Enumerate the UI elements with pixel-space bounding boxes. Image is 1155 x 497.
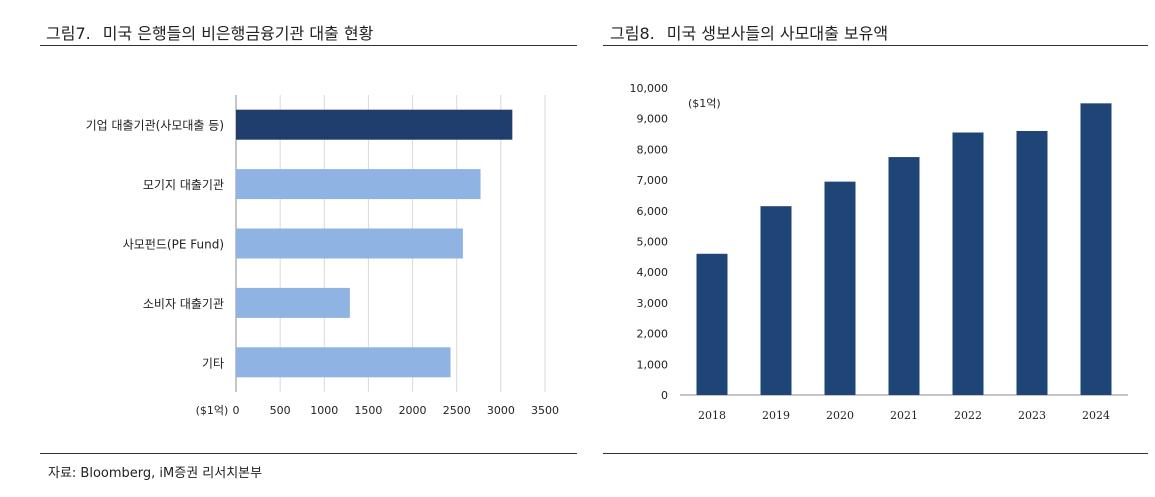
figure7-title-rule	[40, 45, 577, 46]
figure8-title: 그림8. 미국 생보사들의 사모대출 보유액	[610, 20, 888, 44]
figure8-label: 그림8.	[610, 24, 655, 43]
chart1-tick-label: 3000	[487, 404, 515, 417]
chart1-bar	[236, 228, 463, 259]
chart1-tick-label: 2500	[443, 404, 471, 417]
chart1-tick-label: 1500	[354, 404, 382, 417]
figure7-bottom-rule	[40, 453, 577, 454]
figure8-bottom-rule	[603, 453, 1148, 454]
chart2-tick-label: 3,000	[637, 297, 669, 310]
chart2-category-label: 2022	[954, 409, 982, 422]
chart1-category-label: 모기지 대출기관	[143, 178, 224, 192]
chart2-category-label: 2021	[890, 409, 918, 422]
chart2-tick-label: 2,000	[637, 328, 669, 341]
chart2-tick-label: 8,000	[637, 143, 669, 156]
chart2-bar	[760, 206, 792, 395]
chart1-unit-label: ($1억)	[196, 404, 229, 417]
chart2-category-label: 2020	[826, 409, 854, 422]
chart2-tick-label: 9,000	[637, 113, 669, 126]
figure7-title: 그림7. 미국 은행들의 비은행금융기관 대출 현황	[46, 20, 373, 44]
chart2-bar	[1080, 103, 1112, 395]
chart2-tick-label: 4,000	[637, 266, 669, 279]
chart1-bar	[236, 347, 451, 378]
chart2-bar	[1016, 130, 1048, 396]
chart2-tick-label: 10,000	[630, 82, 669, 95]
figure8-title-text: 미국 생보사들의 사모대출 보유액	[666, 24, 889, 43]
chart2-bar	[888, 157, 920, 395]
chart2-tick-label: 1,000	[637, 358, 669, 371]
chart2-category-label: 2023	[1018, 409, 1046, 422]
chart1-tick-label: 0	[233, 404, 240, 417]
chart2-tick-label: 0	[661, 389, 668, 402]
chart2-bar	[952, 132, 984, 395]
source-note: 자료: Bloomberg, iM증권 리서치본부	[48, 466, 263, 481]
chart2-tick-label: 7,000	[637, 174, 669, 187]
chart1-bar	[236, 169, 481, 200]
chart1-category-label: 기업 대출기관(사모대출 등)	[86, 119, 224, 133]
figure7-label: 그림7.	[46, 24, 91, 43]
chart1-tick-label: 500	[270, 404, 291, 417]
chart2-category-label: 2024	[1082, 409, 1110, 422]
chart2-tick-label: 6,000	[637, 205, 669, 218]
chart2-category-label: 2019	[762, 409, 790, 422]
figure7-title-text: 미국 은행들의 비은행금융기관 대출 현황	[102, 24, 374, 43]
chart1-tick-label: 2000	[399, 404, 427, 417]
figure8-title-rule	[603, 45, 1148, 46]
chart1-bar	[236, 287, 350, 318]
chart1-category-label: 소비자 대출기관	[143, 297, 224, 311]
chart2-tick-label: 5,000	[637, 236, 669, 249]
chart2-bar	[696, 253, 728, 395]
chart1-category-label: 기타	[202, 356, 224, 370]
chart2-category-label: 2018	[698, 409, 726, 422]
chart1-tick-label: 1000	[310, 404, 338, 417]
chart1-tick-label: 3500	[531, 404, 559, 417]
chart1-category-label: 사모펀드(PE Fund)	[123, 238, 224, 252]
chart2-unit-label: ($1억)	[688, 97, 721, 110]
chart1-bar	[236, 109, 513, 140]
chart2-bar	[824, 181, 856, 395]
